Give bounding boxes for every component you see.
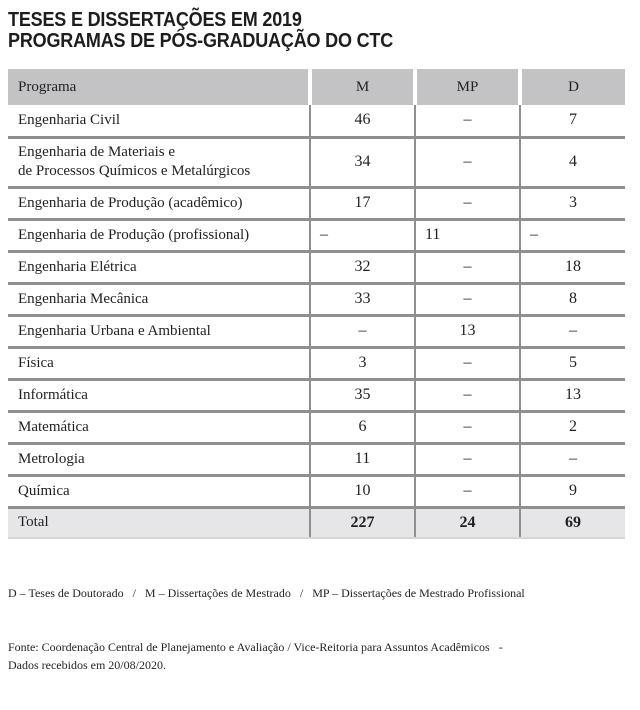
programa-cell: Matemática xyxy=(8,411,310,445)
d-cell: 18 xyxy=(519,251,625,285)
theses-dissertations-table: Programa M MP D Engenharia Civil 46–7 Enge… xyxy=(8,69,625,539)
mp-cell: – xyxy=(414,475,520,509)
programa-cell: Metrologia xyxy=(8,443,310,477)
table-header-row: Programa M MP D xyxy=(8,69,625,105)
m-cell: 10 xyxy=(309,475,415,509)
table-row: Engenharia Elétrica 32–18 xyxy=(8,251,625,285)
table-row: Matemática 6–2 xyxy=(8,411,625,445)
mp-cell: – xyxy=(414,283,520,317)
m-cell: 17 xyxy=(309,187,415,221)
programa-cell: Engenharia Civil xyxy=(8,105,310,139)
column-header-m: M xyxy=(308,69,415,105)
programa-cell: Engenharia de Materiais e de Processos Q… xyxy=(8,137,310,189)
d-cell: – xyxy=(519,315,625,349)
total-m-cell: 227 xyxy=(309,507,415,539)
mp-cell: – xyxy=(414,379,520,413)
m-cell: 33 xyxy=(309,283,415,317)
d-cell: 3 xyxy=(519,187,625,221)
table-row: Química 10–9 xyxy=(8,475,625,509)
table-row: Informática 35–13 xyxy=(8,379,625,413)
mp-cell: 11 xyxy=(414,219,520,253)
d-cell: 8 xyxy=(519,283,625,317)
page-title-line1: TESES E DISSERTAÇÕES EM 2019 xyxy=(8,9,302,31)
table-row: Engenharia Mecânica 33–8 xyxy=(8,283,625,317)
programa-cell: Engenharia Urbana e Ambiental xyxy=(8,315,310,349)
column-header-mp: MP xyxy=(413,69,520,105)
legend-note: D – Teses de Doutorado / M – Dissertaçõe… xyxy=(8,586,525,600)
m-cell: 35 xyxy=(309,379,415,413)
programa-cell: Informática xyxy=(8,379,310,413)
footer-notes: D – Teses de Doutorado / M – Dissertaçõe… xyxy=(8,548,632,710)
mp-cell: – xyxy=(414,251,520,285)
table-header: Programa M MP D xyxy=(8,69,625,105)
d-cell: 4 xyxy=(519,137,625,189)
table-row: Engenharia Civil 46–7 xyxy=(8,105,625,139)
mp-cell: – xyxy=(414,347,520,381)
programa-cell: Química xyxy=(8,475,310,509)
table-row: Engenharia de Produção (profissional) –11… xyxy=(8,219,625,253)
page-title: TESES E DISSERTAÇÕES EM 2019 PROGRAMAS DE… xyxy=(8,10,632,52)
total-d-cell: 69 xyxy=(519,507,625,539)
mp-cell: – xyxy=(414,443,520,477)
d-cell: – xyxy=(519,219,625,253)
d-cell: 9 xyxy=(519,475,625,509)
column-header-d: D xyxy=(518,69,625,105)
table-footer: Total 227 24 69 xyxy=(8,507,625,539)
m-cell: 11 xyxy=(309,443,415,477)
m-cell: 3 xyxy=(309,347,415,381)
source-note: Fonte: Coordenação Central de Planejamen… xyxy=(8,640,503,672)
mp-cell: – xyxy=(414,187,520,221)
mp-cell: – xyxy=(414,411,520,445)
total-label: Total xyxy=(8,507,310,539)
programa-cell: Física xyxy=(8,347,310,381)
programa-cell: Engenharia Mecânica xyxy=(8,283,310,317)
d-cell: 7 xyxy=(519,105,625,139)
m-cell: – xyxy=(309,315,415,349)
d-cell: 13 xyxy=(519,379,625,413)
programa-cell: Engenharia de Produção (profissional) xyxy=(8,219,310,253)
m-cell: 46 xyxy=(309,105,415,139)
table-row: Metrologia 11– – xyxy=(8,443,625,477)
mp-cell: – xyxy=(414,137,520,189)
table-row: Engenharia de Materiais e de Processos Q… xyxy=(8,137,625,189)
total-row: Total 227 24 69 xyxy=(8,507,625,539)
mp-cell: – xyxy=(414,105,520,139)
column-header-programa: Programa xyxy=(8,69,310,105)
table-row: Engenharia de Produção (acadêmico) 17–3 xyxy=(8,187,625,221)
d-cell: 2 xyxy=(519,411,625,445)
m-cell: 6 xyxy=(309,411,415,445)
page-title-line2: PROGRAMAS DE PÓS-GRADUAÇÃO DO CTC xyxy=(8,30,394,52)
table-body: Engenharia Civil 46–7 Engenharia de Materi… xyxy=(8,105,625,509)
d-cell: 5 xyxy=(519,347,625,381)
total-mp-cell: 24 xyxy=(414,507,520,539)
m-cell: – xyxy=(309,219,415,253)
mp-cell: 13 xyxy=(414,315,520,349)
table-row: Engenharia Urbana e Ambiental –13– xyxy=(8,315,625,349)
m-cell: 34 xyxy=(309,137,415,189)
m-cell: 32 xyxy=(309,251,415,285)
programa-cell: Engenharia de Produção (acadêmico) xyxy=(8,187,310,221)
programa-cell: Engenharia Elétrica xyxy=(8,251,310,285)
table-row: Física 3–5 xyxy=(8,347,625,381)
d-cell: – xyxy=(519,443,625,477)
